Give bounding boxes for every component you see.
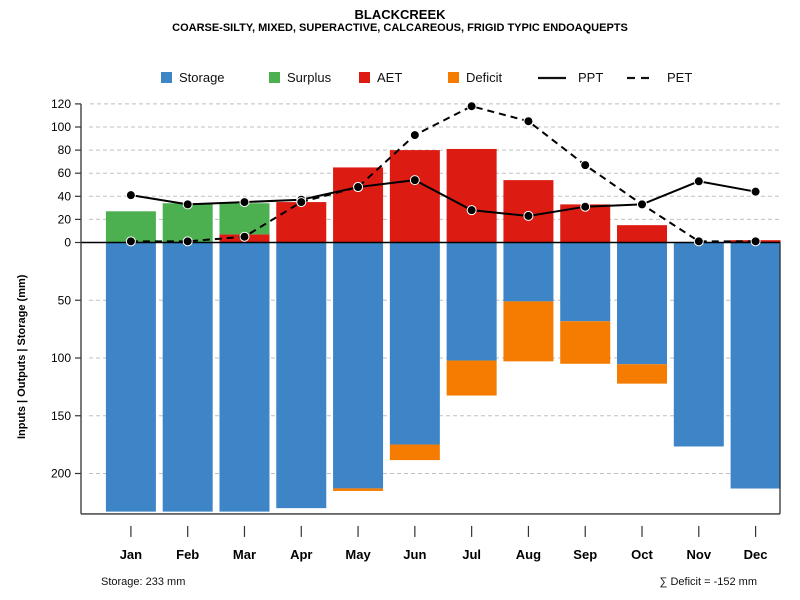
svg-text:May: May xyxy=(345,547,371,562)
svg-text:Jan: Jan xyxy=(120,547,142,562)
svg-text:Nov: Nov xyxy=(687,547,712,562)
svg-text:120: 120 xyxy=(51,97,71,111)
svg-text:200: 200 xyxy=(51,467,71,481)
svg-text:Feb: Feb xyxy=(176,547,199,562)
svg-text:0: 0 xyxy=(64,236,71,250)
svg-text:60: 60 xyxy=(58,166,72,180)
svg-text:50: 50 xyxy=(58,293,72,307)
svg-text:80: 80 xyxy=(58,143,72,157)
svg-text:100: 100 xyxy=(51,351,71,365)
svg-text:Apr: Apr xyxy=(290,547,312,562)
svg-text:Sep: Sep xyxy=(573,547,597,562)
svg-text:Jul: Jul xyxy=(462,547,481,562)
svg-text:20: 20 xyxy=(58,212,72,226)
svg-text:Oct: Oct xyxy=(631,547,653,562)
svg-text:150: 150 xyxy=(51,409,71,423)
svg-text:100: 100 xyxy=(51,120,71,134)
svg-text:40: 40 xyxy=(58,189,72,203)
svg-text:Jun: Jun xyxy=(403,547,426,562)
svg-text:Aug: Aug xyxy=(516,547,541,562)
svg-text:Dec: Dec xyxy=(744,547,768,562)
svg-text:Mar: Mar xyxy=(233,547,256,562)
